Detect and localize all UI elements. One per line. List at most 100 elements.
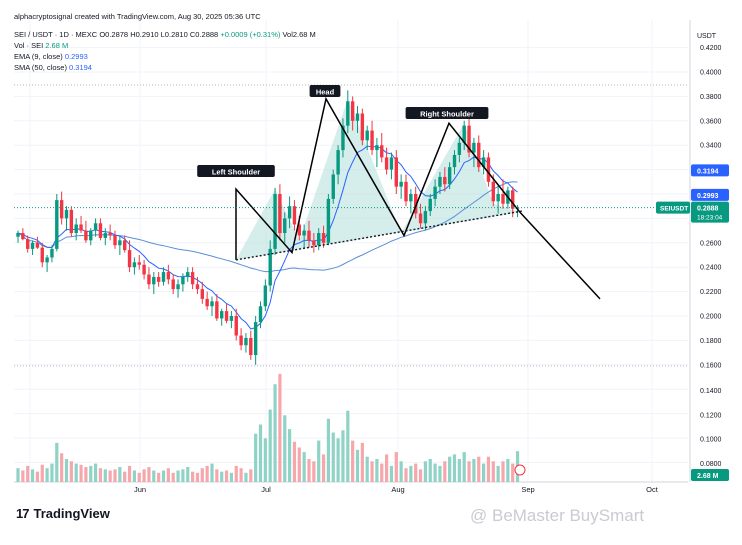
candle-body: [258, 306, 263, 323]
ohlc-open: O0.2878: [99, 30, 129, 39]
tradingview-logo-icon: 17: [16, 506, 30, 521]
candle-body: [147, 274, 151, 285]
label-left-shoulder: Left Shoulder: [212, 168, 260, 177]
price-tick: 0.4000: [700, 70, 722, 77]
volume-bar: [360, 442, 364, 482]
volume-bar: [389, 465, 394, 482]
volume-bar: [472, 459, 476, 482]
candle-body: [443, 176, 447, 185]
candle-body: [452, 154, 457, 168]
chart-attribution: alphacryptosignal created with TradingVi…: [14, 12, 261, 21]
tag-last: 0.2888: [697, 206, 719, 213]
volume-bar: [118, 467, 122, 482]
sma-legend[interactable]: SMA (50, close) 0.3194: [14, 63, 92, 72]
candle-body: [113, 235, 117, 246]
candle-body: [244, 337, 248, 346]
volume-bar: [191, 471, 195, 482]
candle-body: [501, 194, 505, 204]
candle-body: [481, 157, 486, 168]
candles: [16, 90, 520, 365]
volume-bar: [302, 452, 306, 482]
price-tick: 0.0800: [700, 461, 722, 468]
volume-bar: [249, 469, 253, 482]
volume-bar: [462, 452, 466, 482]
label-head: Head: [316, 88, 335, 97]
ema-legend[interactable]: EMA (9, close) 0.2993: [14, 52, 88, 61]
volume-bar: [394, 452, 398, 482]
candle-body: [438, 176, 442, 187]
volume-bar: [60, 453, 64, 482]
candle-body: [142, 264, 146, 275]
volume-bar: [355, 449, 360, 482]
volume-bar: [263, 438, 267, 482]
volume-bar: [161, 470, 166, 482]
candle-body: [418, 213, 423, 224]
watermark: @ BeMaster BuySmart: [470, 506, 645, 525]
tag-ema: 0.2993: [697, 193, 719, 200]
price-tick: 0.2200: [700, 289, 722, 296]
volume-bar: [423, 461, 427, 482]
volume-bar: [443, 461, 447, 482]
price-axis: USDT 0.4200 0.4000 0.3800 0.3600 0.3400 0.2600…: [14, 33, 729, 481]
volume-bar: [506, 459, 510, 482]
candle-body: [336, 150, 340, 175]
volume-bar: [496, 465, 500, 482]
volume-bar: [336, 438, 340, 482]
candle-body: [341, 125, 345, 151]
volume-bar: [283, 415, 287, 482]
candle-body: [326, 198, 331, 243]
candle-body: [472, 142, 476, 153]
candle-body: [118, 240, 122, 246]
candle-body: [195, 284, 200, 290]
candle-body: [365, 130, 369, 141]
volume-bar: [457, 459, 461, 482]
tag-volume: 2.68 M: [697, 473, 719, 480]
volume-bar: [98, 468, 103, 482]
candle-body: [89, 230, 93, 241]
symbol-line: SEI / USDT · 1D · MEXC: [14, 30, 98, 39]
candle-body: [302, 230, 306, 236]
candle-body: [79, 224, 83, 231]
candle-body: [249, 337, 253, 356]
price-tick: 0.3600: [700, 118, 722, 125]
volume-bar: [113, 469, 117, 482]
volume-bar: [409, 465, 413, 482]
candle-body: [287, 206, 292, 219]
candle-body: [137, 262, 141, 265]
volume-bar: [365, 456, 369, 482]
candle-body: [190, 272, 195, 285]
volume-bar: [132, 470, 136, 482]
price-tick: 0.2000: [700, 314, 722, 321]
candle-body: [491, 181, 495, 202]
volume-bar: [215, 469, 219, 482]
candle-body: [239, 335, 243, 346]
volume-bar: [166, 468, 170, 482]
candle-body: [404, 181, 408, 202]
volume-bar: [501, 461, 505, 482]
volume-bar: [79, 464, 83, 482]
volume-bar: [268, 409, 272, 482]
label-right-shoulder-bg: [405, 107, 489, 119]
clock-icon: [514, 464, 526, 476]
price-tick: 0.1000: [700, 437, 722, 444]
candle-body: [496, 194, 500, 202]
price-tick: 0.3800: [700, 94, 722, 101]
candle-body: [283, 218, 287, 234]
symbol-ohlc-row: SEI / USDT · 1D · MEXC O0.2878 H0.2910 L…: [14, 30, 316, 39]
candle-body: [55, 200, 59, 249]
volume-bar: [205, 465, 209, 482]
candle-body: [64, 209, 69, 219]
volume-bars: [16, 373, 520, 482]
volume-bar: [103, 469, 107, 482]
volume-bar: [234, 465, 238, 482]
volume-bar: [89, 465, 93, 482]
volume-legend[interactable]: Vol · SEI 2.68 M: [14, 41, 68, 50]
candle-body: [220, 311, 224, 319]
volume-bar: [278, 373, 282, 482]
candle-body: [467, 125, 471, 153]
tag-volume-bg: [691, 469, 729, 481]
volume-bar: [307, 459, 311, 482]
axis-currency: USDT: [697, 33, 717, 40]
tradingview-logo[interactable]: 17 TradingView: [16, 506, 110, 521]
volume-legend-value: 2.68 M: [45, 41, 69, 50]
